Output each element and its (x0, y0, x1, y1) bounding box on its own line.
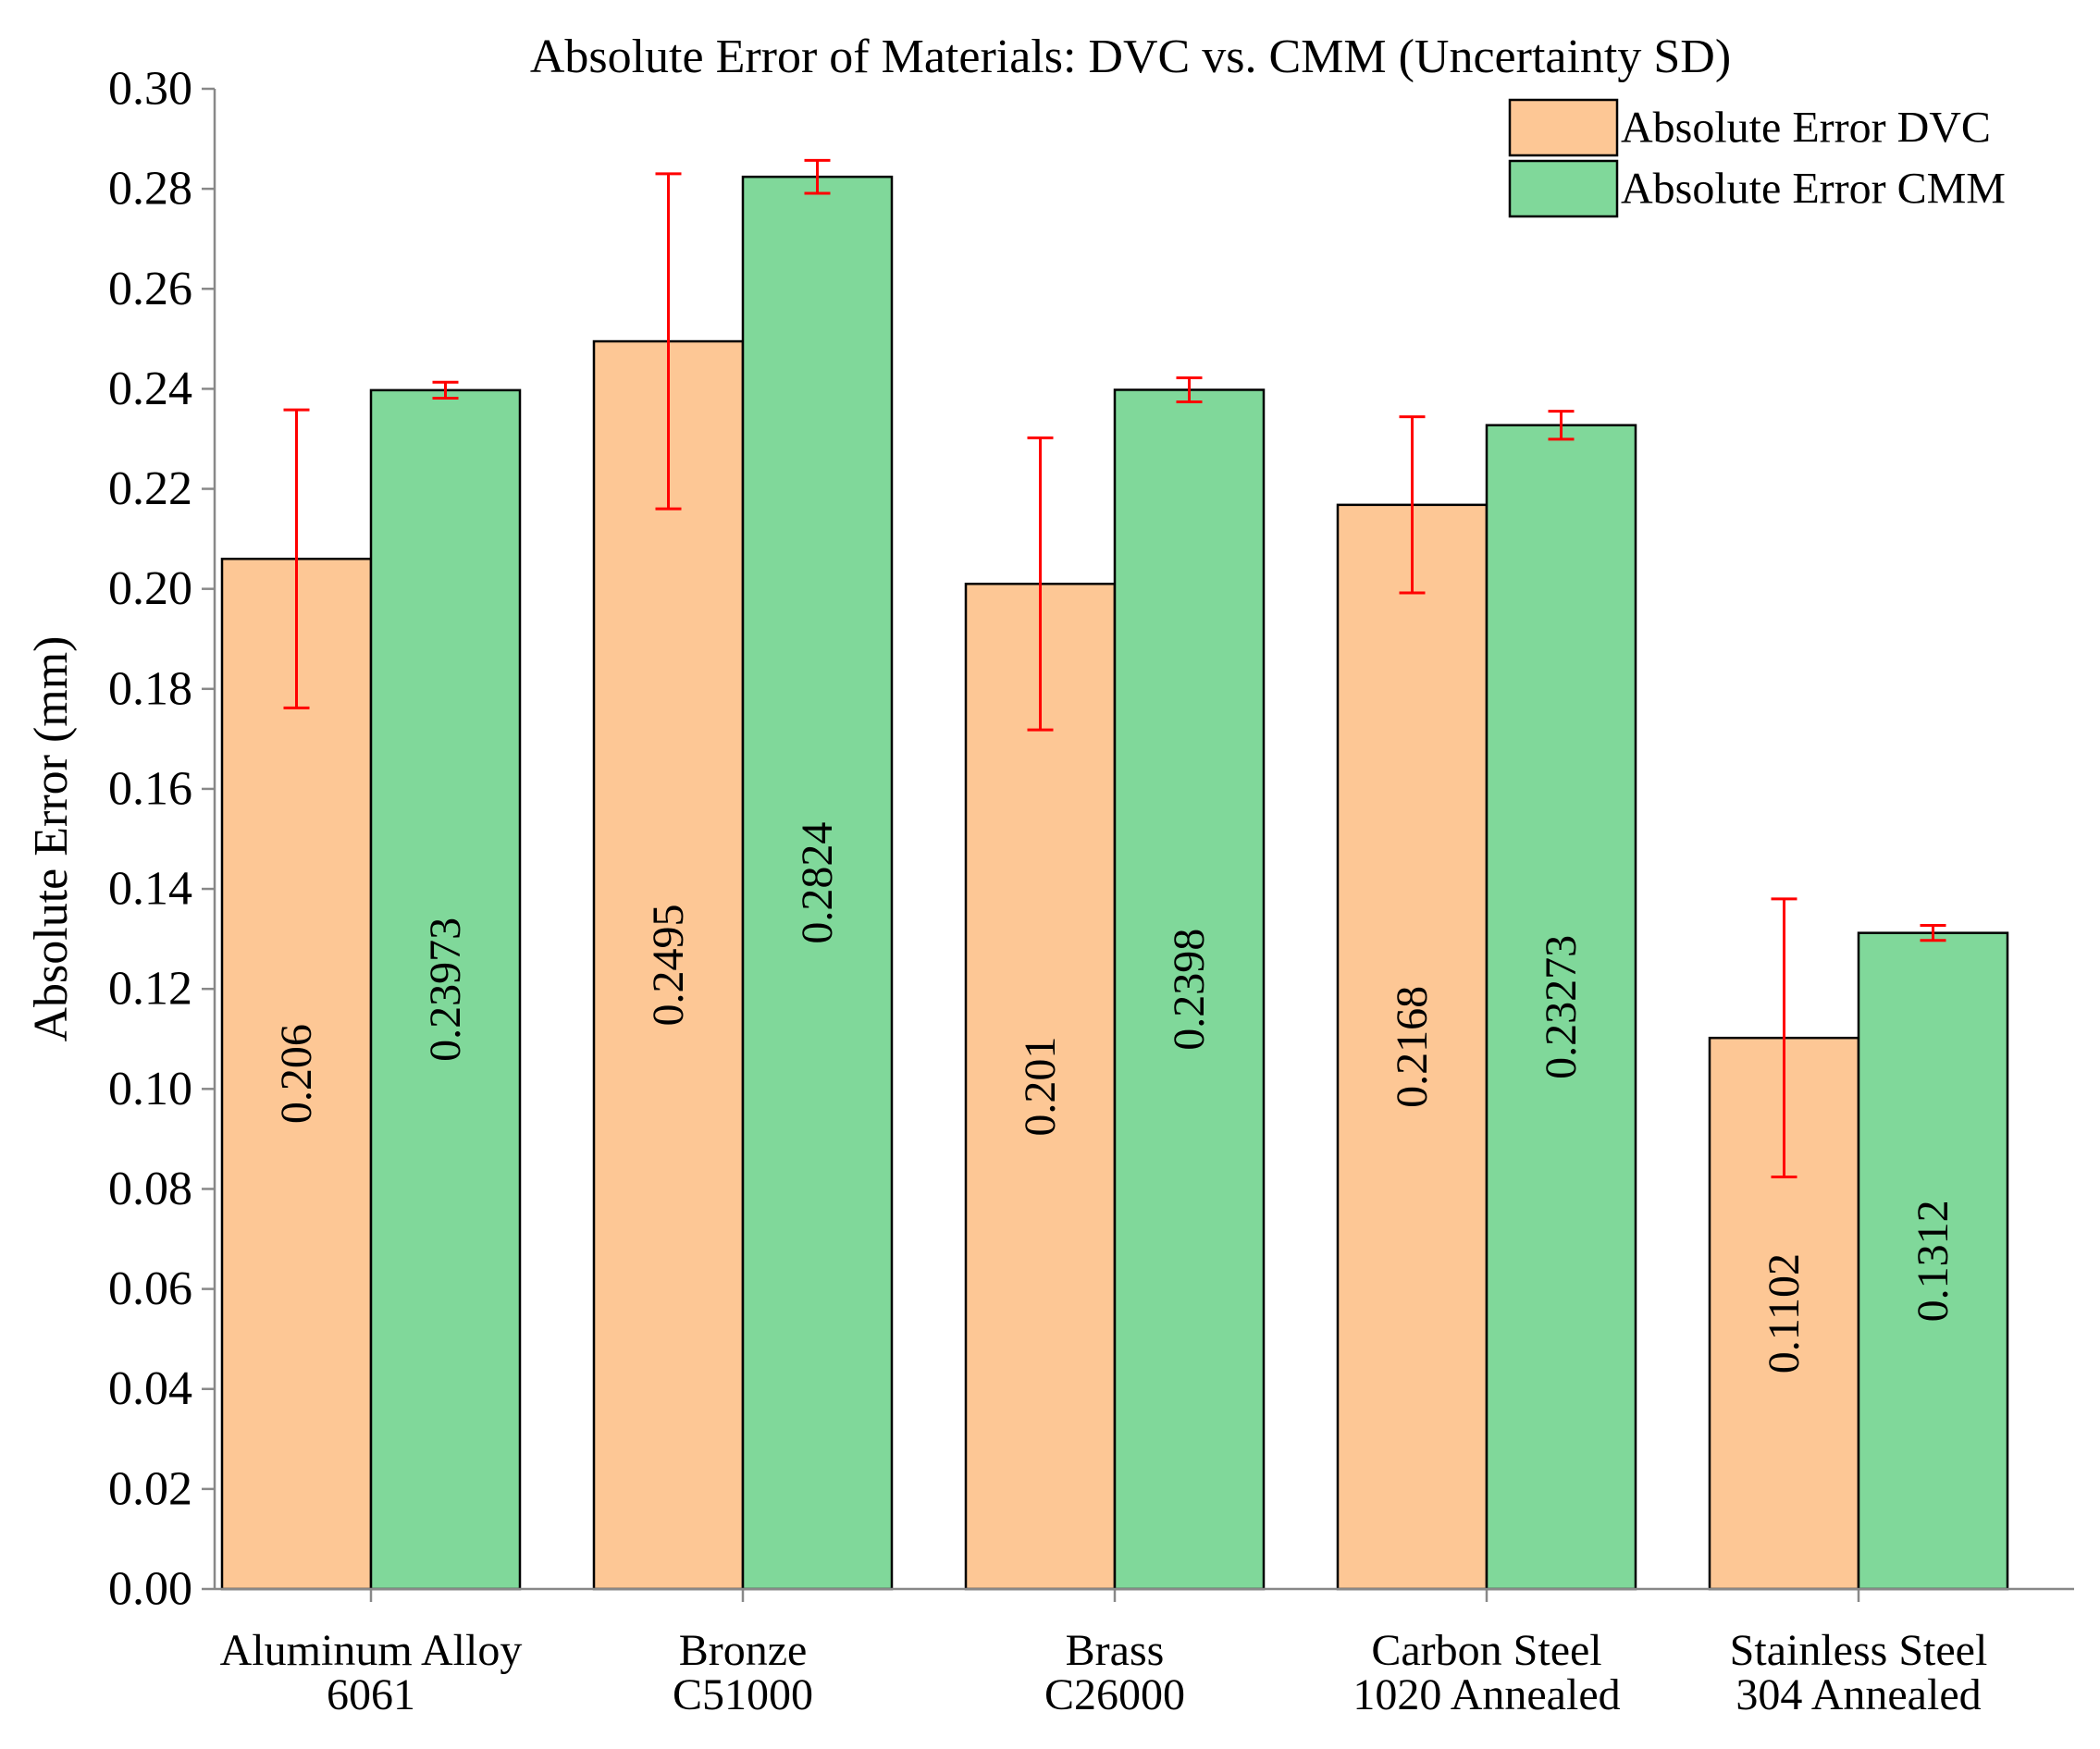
y-tick-label-2: 0.04 (108, 1362, 192, 1415)
data-label-dvc-4: 0.1102 (1760, 1253, 1809, 1373)
data-label-cmm-0: 0.23973 (421, 918, 470, 1062)
y-tick-label-15: 0.30 (108, 63, 192, 116)
error-bar-dvc-4 (1771, 897, 1797, 1178)
y-tick-label-9: 0.18 (108, 662, 192, 715)
x-tick-label-3-1: 1020 Annealed (1353, 1670, 1620, 1719)
error-bar-dvc-2 (1027, 436, 1054, 732)
error-bar-cmm-0 (432, 380, 459, 400)
y-tick-label-0: 0.00 (108, 1563, 192, 1616)
x-tick-label-0-0: Aluminum Alloy (220, 1626, 523, 1675)
x-tick-label-1-0: Bronze (679, 1626, 808, 1675)
x-tick-label-0-1: 6061 (327, 1670, 415, 1719)
error-bar-cmm-3 (1548, 410, 1575, 441)
legend-label-dvc: Absolute Error DVC (1621, 104, 1991, 153)
error-bar-cmm-2 (1176, 376, 1203, 403)
legend-label-cmm: Absolute Error CMM (1621, 165, 2006, 214)
x-tick-label-3-0: Carbon Steel (1371, 1626, 1601, 1675)
y-tick-label-1: 0.02 (108, 1462, 192, 1515)
y-tick-label-4: 0.08 (108, 1163, 192, 1215)
y-tick-label-11: 0.22 (108, 462, 192, 515)
data-label-cmm-1: 0.2824 (793, 822, 842, 944)
error-bar-cmm-4 (1920, 924, 1946, 942)
x-tick-label-4-1: 304 Annealed (1736, 1670, 1981, 1719)
data-label-dvc-1: 0.2495 (644, 905, 693, 1027)
y-axis-label: Absolute Error (mm) (25, 635, 78, 1041)
y-tick-label-3: 0.06 (108, 1262, 192, 1315)
data-label-dvc-2: 0.201 (1016, 1037, 1065, 1137)
data-label-dvc-3: 0.2168 (1388, 986, 1437, 1108)
y-tick-label-5: 0.10 (108, 1063, 192, 1115)
data-label-dvc-0: 0.206 (272, 1024, 321, 1124)
y-tick-label-10: 0.20 (108, 562, 192, 615)
x-tick-label-4-0: Stainless Steel (1730, 1626, 1988, 1675)
y-tick-label-7: 0.14 (108, 863, 192, 916)
x-tick-label-2-1: C26000 (1044, 1670, 1185, 1719)
error-bar-dvc-0 (283, 408, 310, 709)
legend-swatch-cmm (1508, 159, 1619, 218)
bar-dvc-2 (964, 583, 1117, 1591)
legend-swatch-dvc (1508, 98, 1619, 157)
data-label-cmm-3: 0.23273 (1537, 935, 1586, 1079)
y-tick-label-13: 0.26 (108, 263, 192, 315)
bar-cmm-1 (741, 175, 894, 1591)
data-label-cmm-2: 0.2398 (1165, 929, 1214, 1051)
bar-cmm-0 (369, 388, 522, 1591)
data-label-cmm-4: 0.1312 (1909, 1200, 1958, 1322)
error-bar-dvc-3 (1399, 415, 1426, 595)
bar-cmm-4 (1857, 931, 2009, 1591)
y-tick-label-14: 0.28 (108, 163, 192, 216)
y-tick-label-8: 0.16 (108, 762, 192, 815)
y-tick-label-12: 0.24 (108, 363, 192, 415)
bar-cmm-2 (1113, 388, 1266, 1591)
x-tick-label-1-1: C51000 (673, 1670, 813, 1719)
y-tick-label-6: 0.12 (108, 963, 192, 1016)
bar-cmm-3 (1485, 424, 1637, 1591)
bar-dvc-0 (220, 557, 373, 1591)
chart-title: Absolute Error of Materials: DVC vs. CMM… (530, 31, 1731, 83)
error-bar-dvc-1 (655, 172, 682, 511)
error-bar-cmm-1 (804, 158, 831, 195)
x-tick-label-2-0: Brass (1066, 1626, 1165, 1675)
